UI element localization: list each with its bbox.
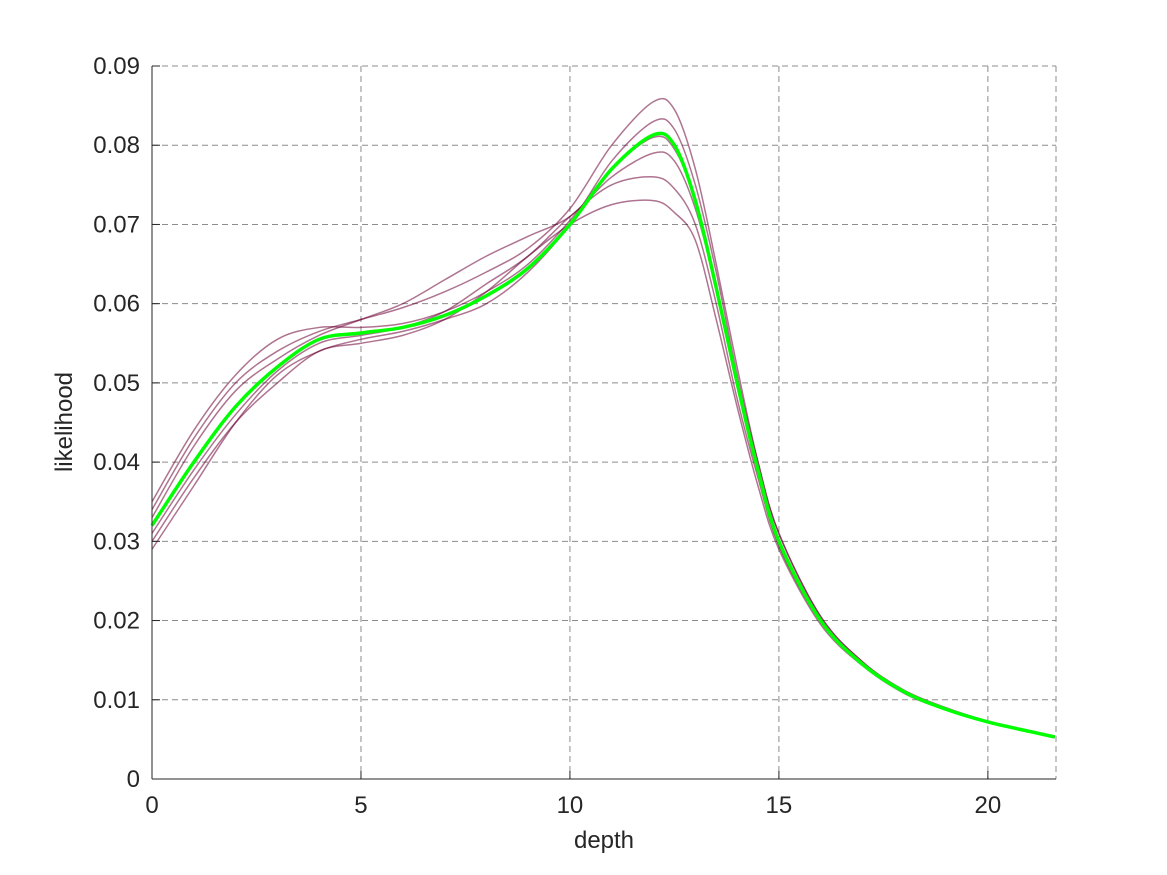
x-tick-label: 5	[354, 792, 367, 819]
ensemble-line	[151, 118, 1055, 738]
plot-area	[150, 97, 1056, 739]
y-tick-label: 0.07	[93, 211, 140, 238]
mean-line	[150, 131, 1056, 739]
y-tick-label: 0.08	[93, 132, 140, 159]
y-tick-label: 0.03	[93, 528, 140, 555]
ensemble-line	[151, 97, 1055, 738]
x-tick-label: 0	[145, 792, 158, 819]
ensemble-line	[151, 151, 1055, 738]
y-tick-label: 0	[127, 766, 140, 793]
y-tick-label: 0.09	[93, 53, 140, 80]
x-tick-label: 20	[975, 792, 1002, 819]
x-tick-label: 10	[557, 792, 584, 819]
y-tick-label: 0.01	[93, 687, 140, 714]
x-tick-label: 15	[766, 792, 793, 819]
x-axis-label: depth	[574, 827, 634, 854]
y-tick-label: 0.06	[93, 291, 140, 318]
y-axis-label: likelihood	[51, 372, 78, 472]
ensemble-line	[151, 135, 1055, 738]
y-tick-label: 0.02	[93, 608, 140, 635]
y-tick-label: 0.04	[93, 449, 140, 476]
y-tick-label: 0.05	[93, 370, 140, 397]
axes: 0 0.01 0.02 0.03 0.04 0.05 0.06 0.07 0.08 0.09 0 5 1…	[93, 53, 1056, 819]
ensemble-line	[151, 199, 1055, 738]
ensemble-line	[151, 176, 1055, 738]
